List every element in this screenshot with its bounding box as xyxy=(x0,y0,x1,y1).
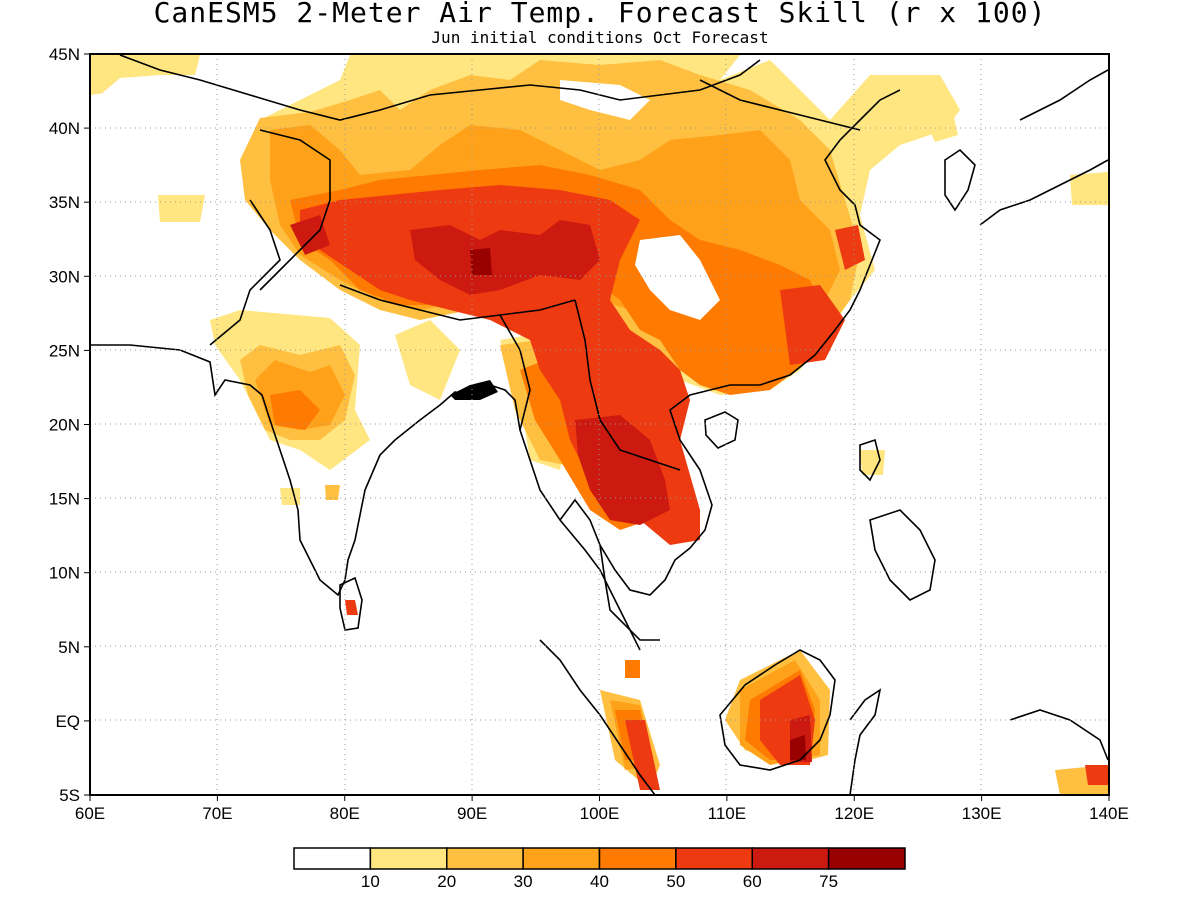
x-tick-label: 120E xyxy=(834,804,874,823)
y-tick-label: 5N xyxy=(58,638,80,657)
y-tick-label: 30N xyxy=(49,267,80,286)
colorbar-swatch xyxy=(369,847,448,870)
y-tick-label: 45N xyxy=(49,45,80,64)
x-axis-ticks: 60E 70E 80E 90E 100E 110E 120E 130E 140E xyxy=(75,795,1129,823)
y-tick-label: 40N xyxy=(49,119,80,138)
colorbar-swatch xyxy=(293,847,372,870)
colorbar-label: 60 xyxy=(743,872,762,891)
colorbar-label: 50 xyxy=(666,872,685,891)
y-tick-label: 20N xyxy=(49,416,80,435)
chart-subtitle: Jun initial conditions Oct Forecast xyxy=(431,28,769,47)
x-tick-label: 110E xyxy=(708,804,746,823)
bangladesh-delta xyxy=(450,380,498,400)
y-tick-label: 10N xyxy=(49,564,80,583)
x-tick-label: 140E xyxy=(1089,804,1129,823)
colorbar-label: 75 xyxy=(819,872,838,891)
x-tick-label: 70E xyxy=(202,804,232,823)
chart-title: CanESM5 2-Meter Air Temp. Forecast Skill… xyxy=(153,0,1047,29)
colorbar-label: 30 xyxy=(514,872,533,891)
skill-field xyxy=(90,55,1108,795)
colorbar-swatch xyxy=(598,847,677,870)
colorbar-swatch xyxy=(827,847,906,870)
colorbar-label: 10 xyxy=(361,872,380,891)
colorbar-label: 40 xyxy=(590,872,609,891)
y-tick-label: 5S xyxy=(59,786,80,805)
x-tick-label: 130E xyxy=(962,804,1002,823)
colorbar: 10 20 30 40 50 60 75 xyxy=(293,847,906,891)
x-tick-label: 60E xyxy=(75,804,105,823)
x-tick-label: 80E xyxy=(330,804,360,823)
y-tick-label: 25N xyxy=(49,341,80,360)
y-tick-label: EQ xyxy=(55,712,80,731)
x-tick-label: 100E xyxy=(580,804,620,823)
graticule xyxy=(90,54,1109,795)
colorbar-label: 20 xyxy=(437,872,456,891)
coastlines xyxy=(90,54,1109,795)
y-tick-label: 35N xyxy=(49,193,80,212)
y-tick-label: 15N xyxy=(49,490,80,509)
colorbar-swatch xyxy=(675,847,753,870)
y-axis-ticks: 45N 40N 35N 30N 25N 20N 15N 10N 5N EQ 5S xyxy=(49,45,90,805)
colorbar-swatch xyxy=(446,847,524,870)
x-tick-label: 90E xyxy=(457,804,487,823)
colorbar-swatch xyxy=(522,847,601,870)
colorbar-swatch xyxy=(751,847,830,870)
